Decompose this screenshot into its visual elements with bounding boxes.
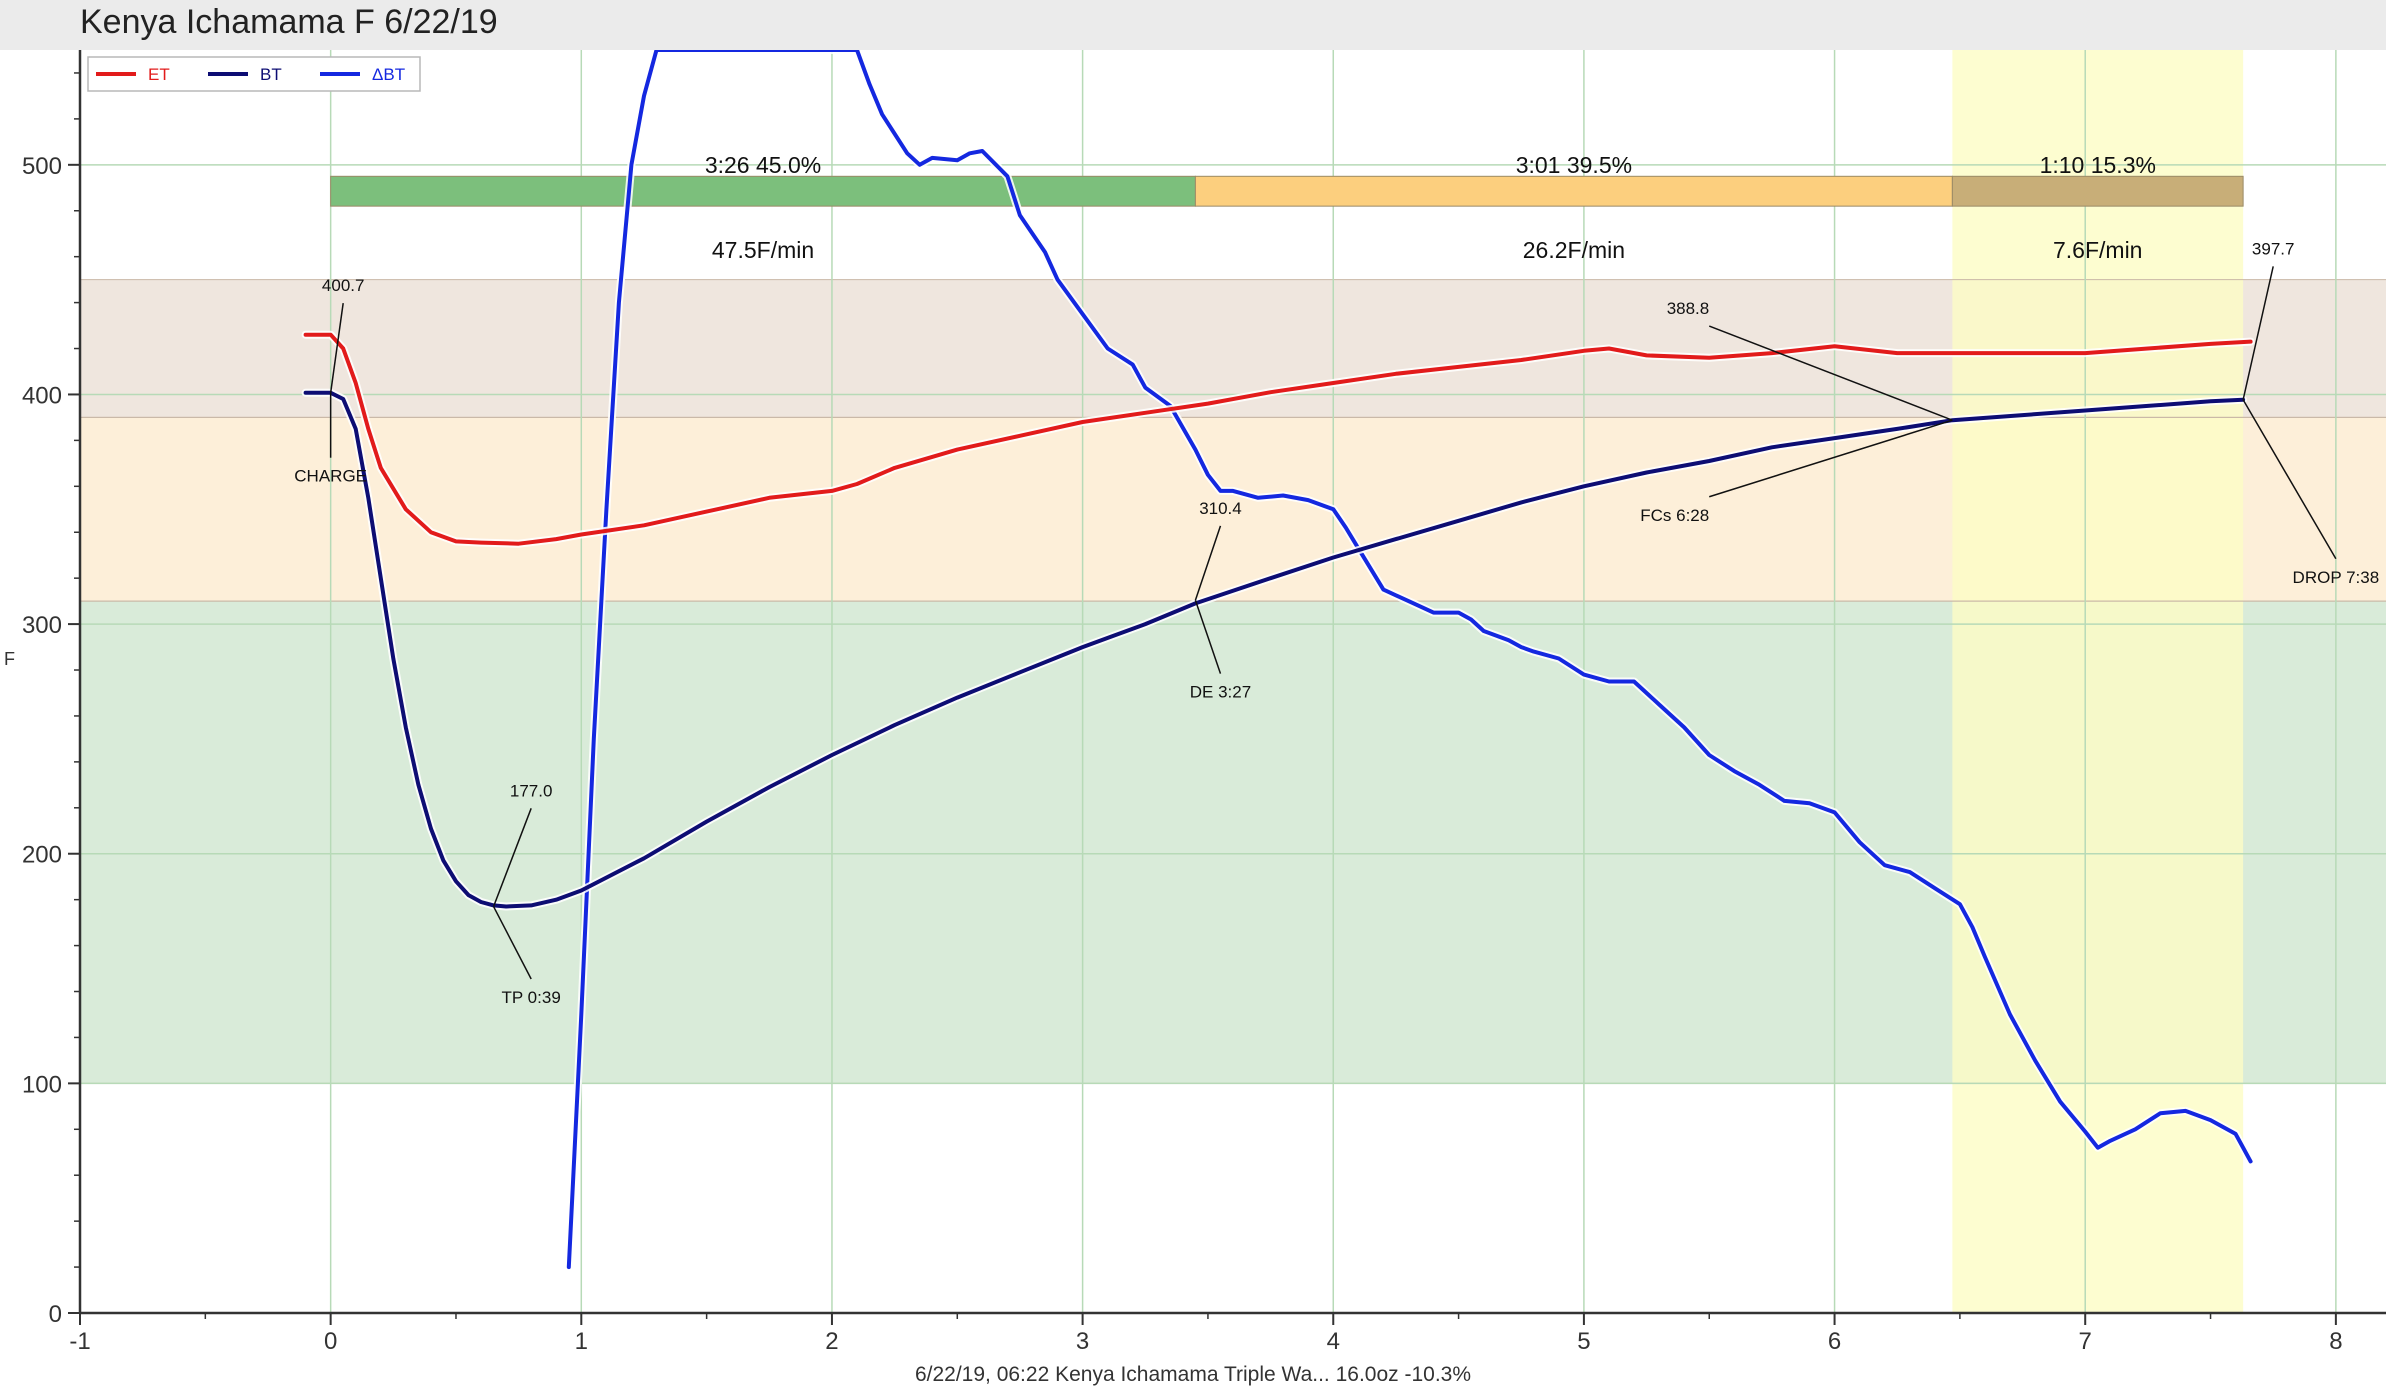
turning-point-value-leader	[492, 808, 532, 907]
x-tick-label: 0	[324, 1328, 337, 1355]
y-tick-label: 200	[22, 842, 62, 869]
turning-point-event-label: TP 0:39	[502, 988, 561, 1007]
drop-event-label: DROP 7:38	[2293, 568, 2380, 587]
footer-info: 6/22/19, 06:22 Kenya Ichamama Triple Wa.…	[915, 1363, 1471, 1386]
x-tick-label: 1	[575, 1328, 588, 1355]
first-crack-event-label: FCs 6:28	[1640, 506, 1709, 525]
y-tick-label: 300	[22, 612, 62, 639]
charge-value-leader	[329, 303, 344, 393]
legend-box	[87, 56, 421, 92]
plot-area: 0 100 200 300 400 500 -1 0 1 2 3 4 5 6 7 8 F 3:26 45.0% 47…	[4, 50, 2386, 1355]
curves-group	[301, 50, 2255, 1272]
y-tick-label: 400	[22, 382, 62, 409]
development-highlight	[1952, 50, 2244, 1313]
series-line-et	[303, 332, 2253, 546]
phase-bar-2	[1951, 175, 2244, 207]
y-tick-label: 100	[22, 1071, 62, 1098]
x-tick-label: 7	[2079, 1328, 2092, 1355]
chart-title: Kenya Ichamama F 6/22/19	[80, 3, 498, 41]
phase-duration-2: 1:10 15.3%	[2040, 152, 2156, 178]
first-crack-value-label: 388.8	[1667, 299, 1710, 318]
y-axis-label: F	[4, 649, 15, 669]
first-crack-value-leader	[1708, 325, 1953, 421]
charge-event-label: CHARGE	[294, 467, 367, 486]
first-crack-event-leader	[1709, 419, 1953, 498]
series-line-bt	[303, 390, 2246, 909]
y-tick-label: 0	[49, 1301, 62, 1328]
drop-event-leader	[2242, 399, 2337, 560]
drop-value-leader	[2242, 266, 2274, 400]
title-bar	[0, 0, 2386, 50]
phase-rate-0: 47.5F/min	[712, 237, 814, 263]
dry-end-event-label: DE 3:27	[1190, 683, 1251, 702]
x-tick-label: 5	[1577, 1328, 1590, 1355]
x-tick-label: 8	[2329, 1328, 2342, 1355]
phase-bar-0	[330, 175, 1196, 207]
dry-end-value-label: 310.4	[1199, 499, 1242, 518]
x-tick-label: 4	[1327, 1328, 1340, 1355]
legend-label-1: BT	[260, 65, 282, 84]
drop-value-label: 397.7	[2252, 239, 2295, 258]
turning-point-value-label: 177.0	[510, 781, 553, 800]
x-tick-label: 6	[1828, 1328, 1841, 1355]
y-tick-label: 500	[22, 153, 62, 180]
x-tick-label: 2	[825, 1328, 838, 1355]
dry-end-event-leader	[1194, 599, 1222, 674]
phase-duration-0: 3:26 45.0%	[705, 152, 821, 178]
phase-duration-1: 3:01 39.5%	[1516, 152, 1632, 178]
series-line-bt	[566, 50, 2253, 1270]
x-tick-label: 3	[1076, 1328, 1089, 1355]
legend-label-2: ΔBT	[372, 65, 405, 84]
dry-end-value-leader	[1194, 525, 1222, 601]
phase-rate-2: 7.6F/min	[2053, 237, 2142, 263]
x-tick-label: -1	[69, 1328, 90, 1355]
phase-rate-1: 26.2F/min	[1523, 237, 1625, 263]
phase-bar-1	[1194, 175, 1953, 207]
charge-value-label: 400.7	[322, 276, 365, 295]
legend-label-0: ET	[148, 65, 170, 84]
turning-point-event-leader	[492, 906, 532, 980]
legend: ET BT ΔBT	[87, 56, 421, 92]
